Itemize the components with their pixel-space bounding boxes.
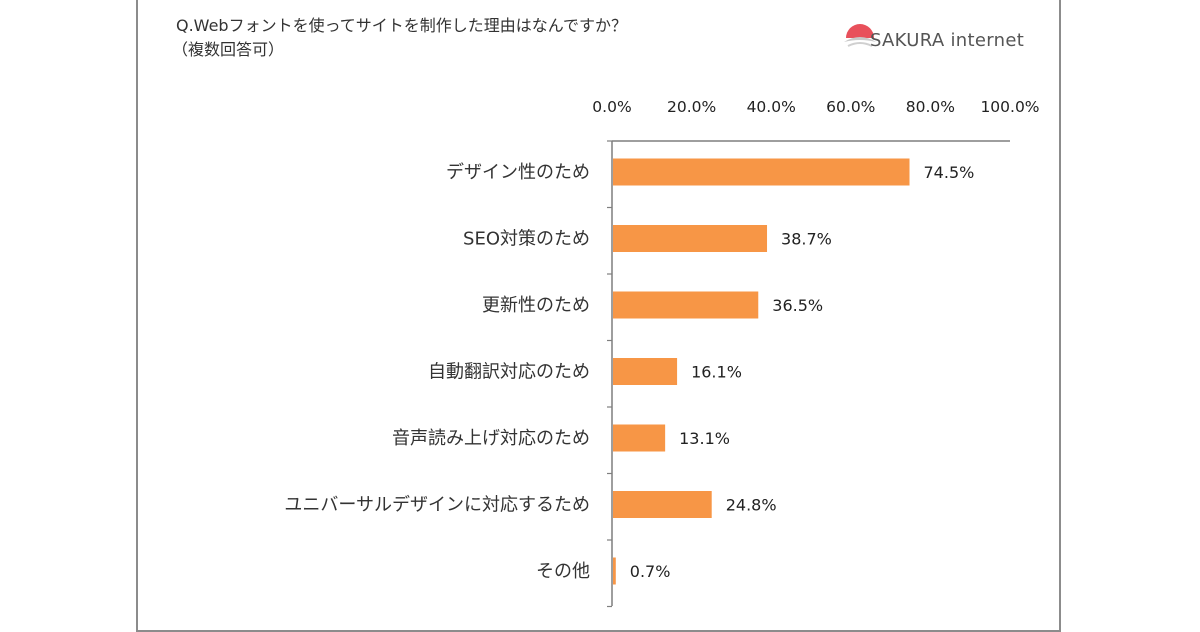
bar [613, 557, 616, 585]
sakura-logo-icon [844, 24, 876, 47]
data-label: 16.1% [691, 363, 742, 382]
bar [613, 358, 678, 385]
bar [613, 491, 712, 518]
data-label: 13.1% [679, 429, 730, 448]
bar [613, 225, 768, 252]
x-tick-label: 20.0% [667, 98, 716, 116]
category-label: 音声読み上げ対応のため [392, 428, 590, 449]
bar [613, 158, 910, 186]
question-title: Q.Webフォントを使ってサイトを制作した理由はなんですか？ [176, 16, 627, 35]
data-label: 38.7% [781, 230, 832, 249]
data-label: 74.5% [924, 163, 975, 182]
bar [613, 291, 759, 319]
data-label: 24.8% [726, 496, 777, 515]
question-subtitle: （複数回答可） [172, 40, 285, 59]
x-tick-label: 60.0% [826, 98, 875, 116]
x-tick-label: 40.0% [747, 98, 796, 116]
category-label: SEO対策のため [463, 229, 590, 250]
data-label: 36.5% [772, 296, 823, 315]
category-label: 更新性のため [482, 295, 590, 316]
chart-frame [136, 0, 1061, 632]
data-label: 0.7% [630, 562, 671, 581]
sakura-logo-text: SAKURA internet [870, 30, 1025, 51]
sakura-logo: SAKURA internet [840, 16, 1040, 66]
category-label: ユニバーサルデザインに対応するため [284, 495, 590, 516]
category-label: デザイン性のため [446, 162, 590, 183]
x-tick-label: 0.0% [592, 98, 631, 116]
category-label: 自動翻訳対応のため [428, 362, 590, 383]
bar [613, 424, 666, 452]
x-tick-label: 100.0% [980, 98, 1039, 116]
category-label: その他 [536, 561, 590, 582]
x-tick-label: 80.0% [906, 98, 955, 116]
